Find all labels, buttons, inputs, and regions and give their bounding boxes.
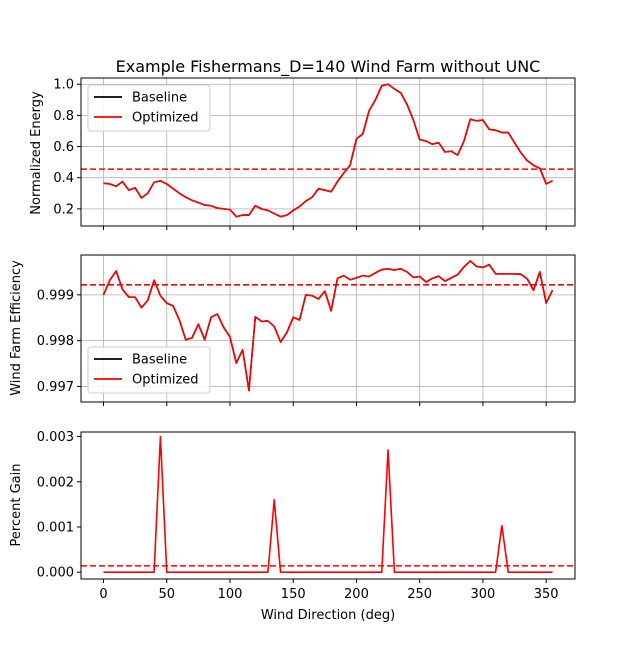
axes-frame (80, 254, 576, 403)
x-tick-label: 350 (534, 587, 559, 602)
x-tick-label: 300 (471, 587, 496, 602)
panel-percent-gain: Percent Gain Wind Direction (deg) 0 50 100… (9, 430, 576, 623)
axes-frame (80, 431, 576, 580)
y-tick-label: 0.8 (53, 109, 74, 124)
y-axis-label-percent-gain: Percent Gain (9, 464, 24, 547)
legend-label-baseline: Baseline (132, 353, 187, 368)
x-tick-label: 50 (158, 587, 175, 602)
y-tick-label: 0.001 (37, 520, 74, 535)
legend-label-optimized: Optimized (132, 111, 199, 126)
y-tick-label: 1.0 (53, 78, 74, 93)
chart-title: Example Fishermans_D=140 Wind Farm witho… (116, 57, 541, 77)
x-tick-label: 200 (344, 587, 369, 602)
y-tick-label: 0.000 (37, 566, 74, 581)
series-line-optimized (102, 260, 554, 392)
y-tick-label: 0.999 (37, 288, 74, 303)
y-tick-label: 0.6 (53, 140, 74, 155)
panel-normalized-energy: Example Fishermans_D=140 Wind Farm witho… (29, 57, 576, 230)
panel-wind-farm-efficiency: Wind Farm Efficiency 0.997 0.998 0.999 Base… (9, 254, 576, 406)
x-tick-label: 0 (99, 587, 107, 602)
x-tick-label: 250 (407, 587, 432, 602)
y-tick-label: 0.997 (37, 380, 74, 395)
x-tick-label: 150 (281, 587, 306, 602)
x-axis-label: Wind Direction (deg) (261, 608, 395, 623)
series-line-optimized (103, 435, 553, 574)
y-axis-label-normalized-energy: Normalized Energy (29, 91, 44, 215)
series-line-optimized (103, 83, 553, 218)
axes-frame (80, 77, 576, 227)
y-tick-label: 0.4 (53, 171, 74, 186)
x-tick-label: 100 (218, 587, 243, 602)
y-tick-label: 0.2 (53, 202, 74, 217)
y-tick-label: 0.998 (37, 334, 74, 349)
legend-label-optimized: Optimized (132, 373, 199, 388)
y-tick-label: 0.003 (37, 430, 74, 445)
legend-label-baseline: Baseline (132, 91, 187, 106)
y-axis-label-wind-farm-efficiency: Wind Farm Efficiency (9, 260, 24, 396)
y-tick-label: 0.002 (37, 475, 74, 490)
